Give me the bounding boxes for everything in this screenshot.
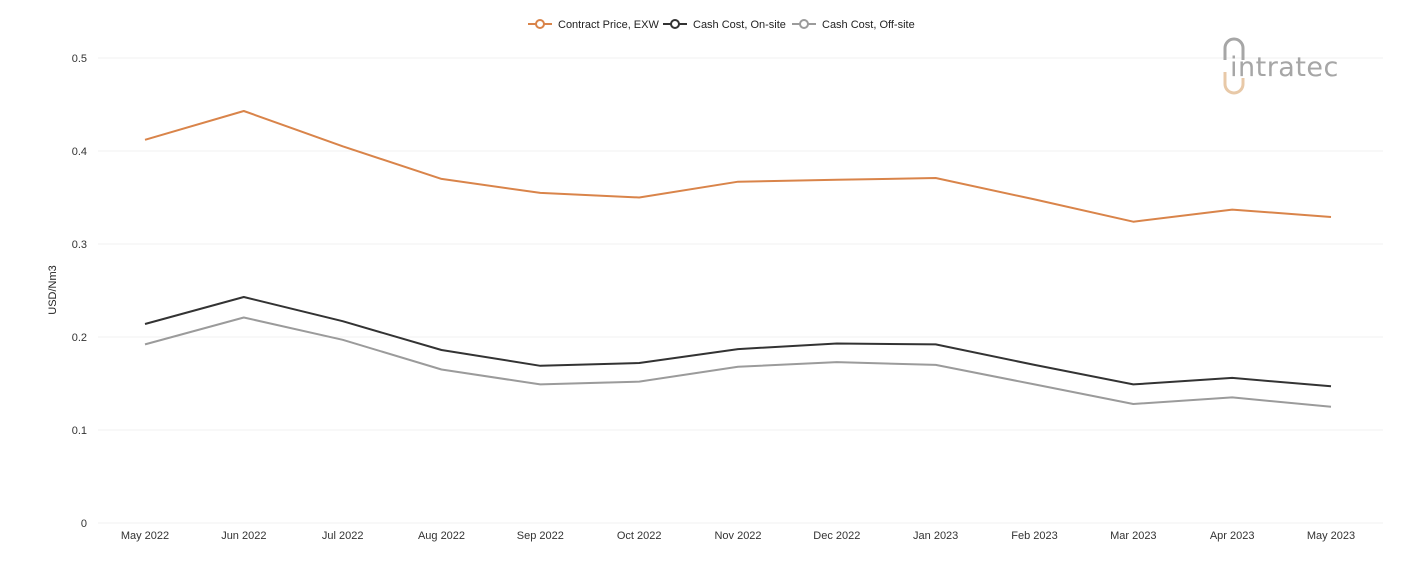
x-tick-label: Jul 2022 [322,530,364,542]
x-tick-label: Jan 2023 [913,530,958,542]
x-tick-label: Mar 2023 [1110,530,1156,542]
x-tick-label: May 2022 [121,530,169,542]
x-axis-ticks: May 2022 Jun 2022 Jul 2022 Aug 2022 Sep 2022… [121,530,1355,542]
y-tick-label: 0.2 [72,332,87,344]
series-line [144,110,1332,223]
y-tick-label: 0.1 [72,425,87,437]
legend-marker-icon [535,19,545,29]
y-tick-label: 0.4 [72,146,87,158]
x-tick-label: Sep 2022 [517,530,564,542]
legend-marker-icon [670,19,680,29]
x-tick-label: Aug 2022 [418,530,465,542]
logo-text: intratec [1230,52,1339,83]
x-tick-label: Nov 2022 [714,530,761,542]
logo-mark-icon [1223,37,1245,95]
legend-item: Cash Cost, On-site [663,19,786,31]
y-tick-label: 0.5 [72,53,87,65]
x-tick-label: Jun 2022 [221,530,266,542]
x-tick-label: Oct 2022 [617,530,662,542]
legend-item: Contract Price, EXW [528,19,659,31]
x-tick-label: Feb 2023 [1011,530,1057,542]
y-tick-label: 0 [81,518,87,530]
legend-label: Cash Cost, Off-site [822,19,915,31]
series-line [144,296,1332,388]
x-tick-label: May 2023 [1307,530,1355,542]
legend-marker-icon [799,19,809,29]
legend-label: Contract Price, EXW [558,19,659,31]
intratec-logo: intratec [1223,37,1339,95]
series-line [144,316,1332,408]
y-axis-ticks: 0 0.1 0.2 0.3 0.4 0.5 [72,53,87,530]
x-tick-label: Dec 2022 [813,530,860,542]
series-lines [144,110,1332,408]
y-tick-label: 0.3 [72,239,87,251]
legend-item: Cash Cost, Off-site [792,19,915,31]
y-axis-title: USD/Nm3 [47,265,59,315]
legend-label: Cash Cost, On-site [693,19,786,31]
legend: Contract Price, EXW Cash Cost, On-site Cas… [528,19,915,31]
x-tick-label: Apr 2023 [1210,530,1255,542]
gridlines [98,57,1383,524]
